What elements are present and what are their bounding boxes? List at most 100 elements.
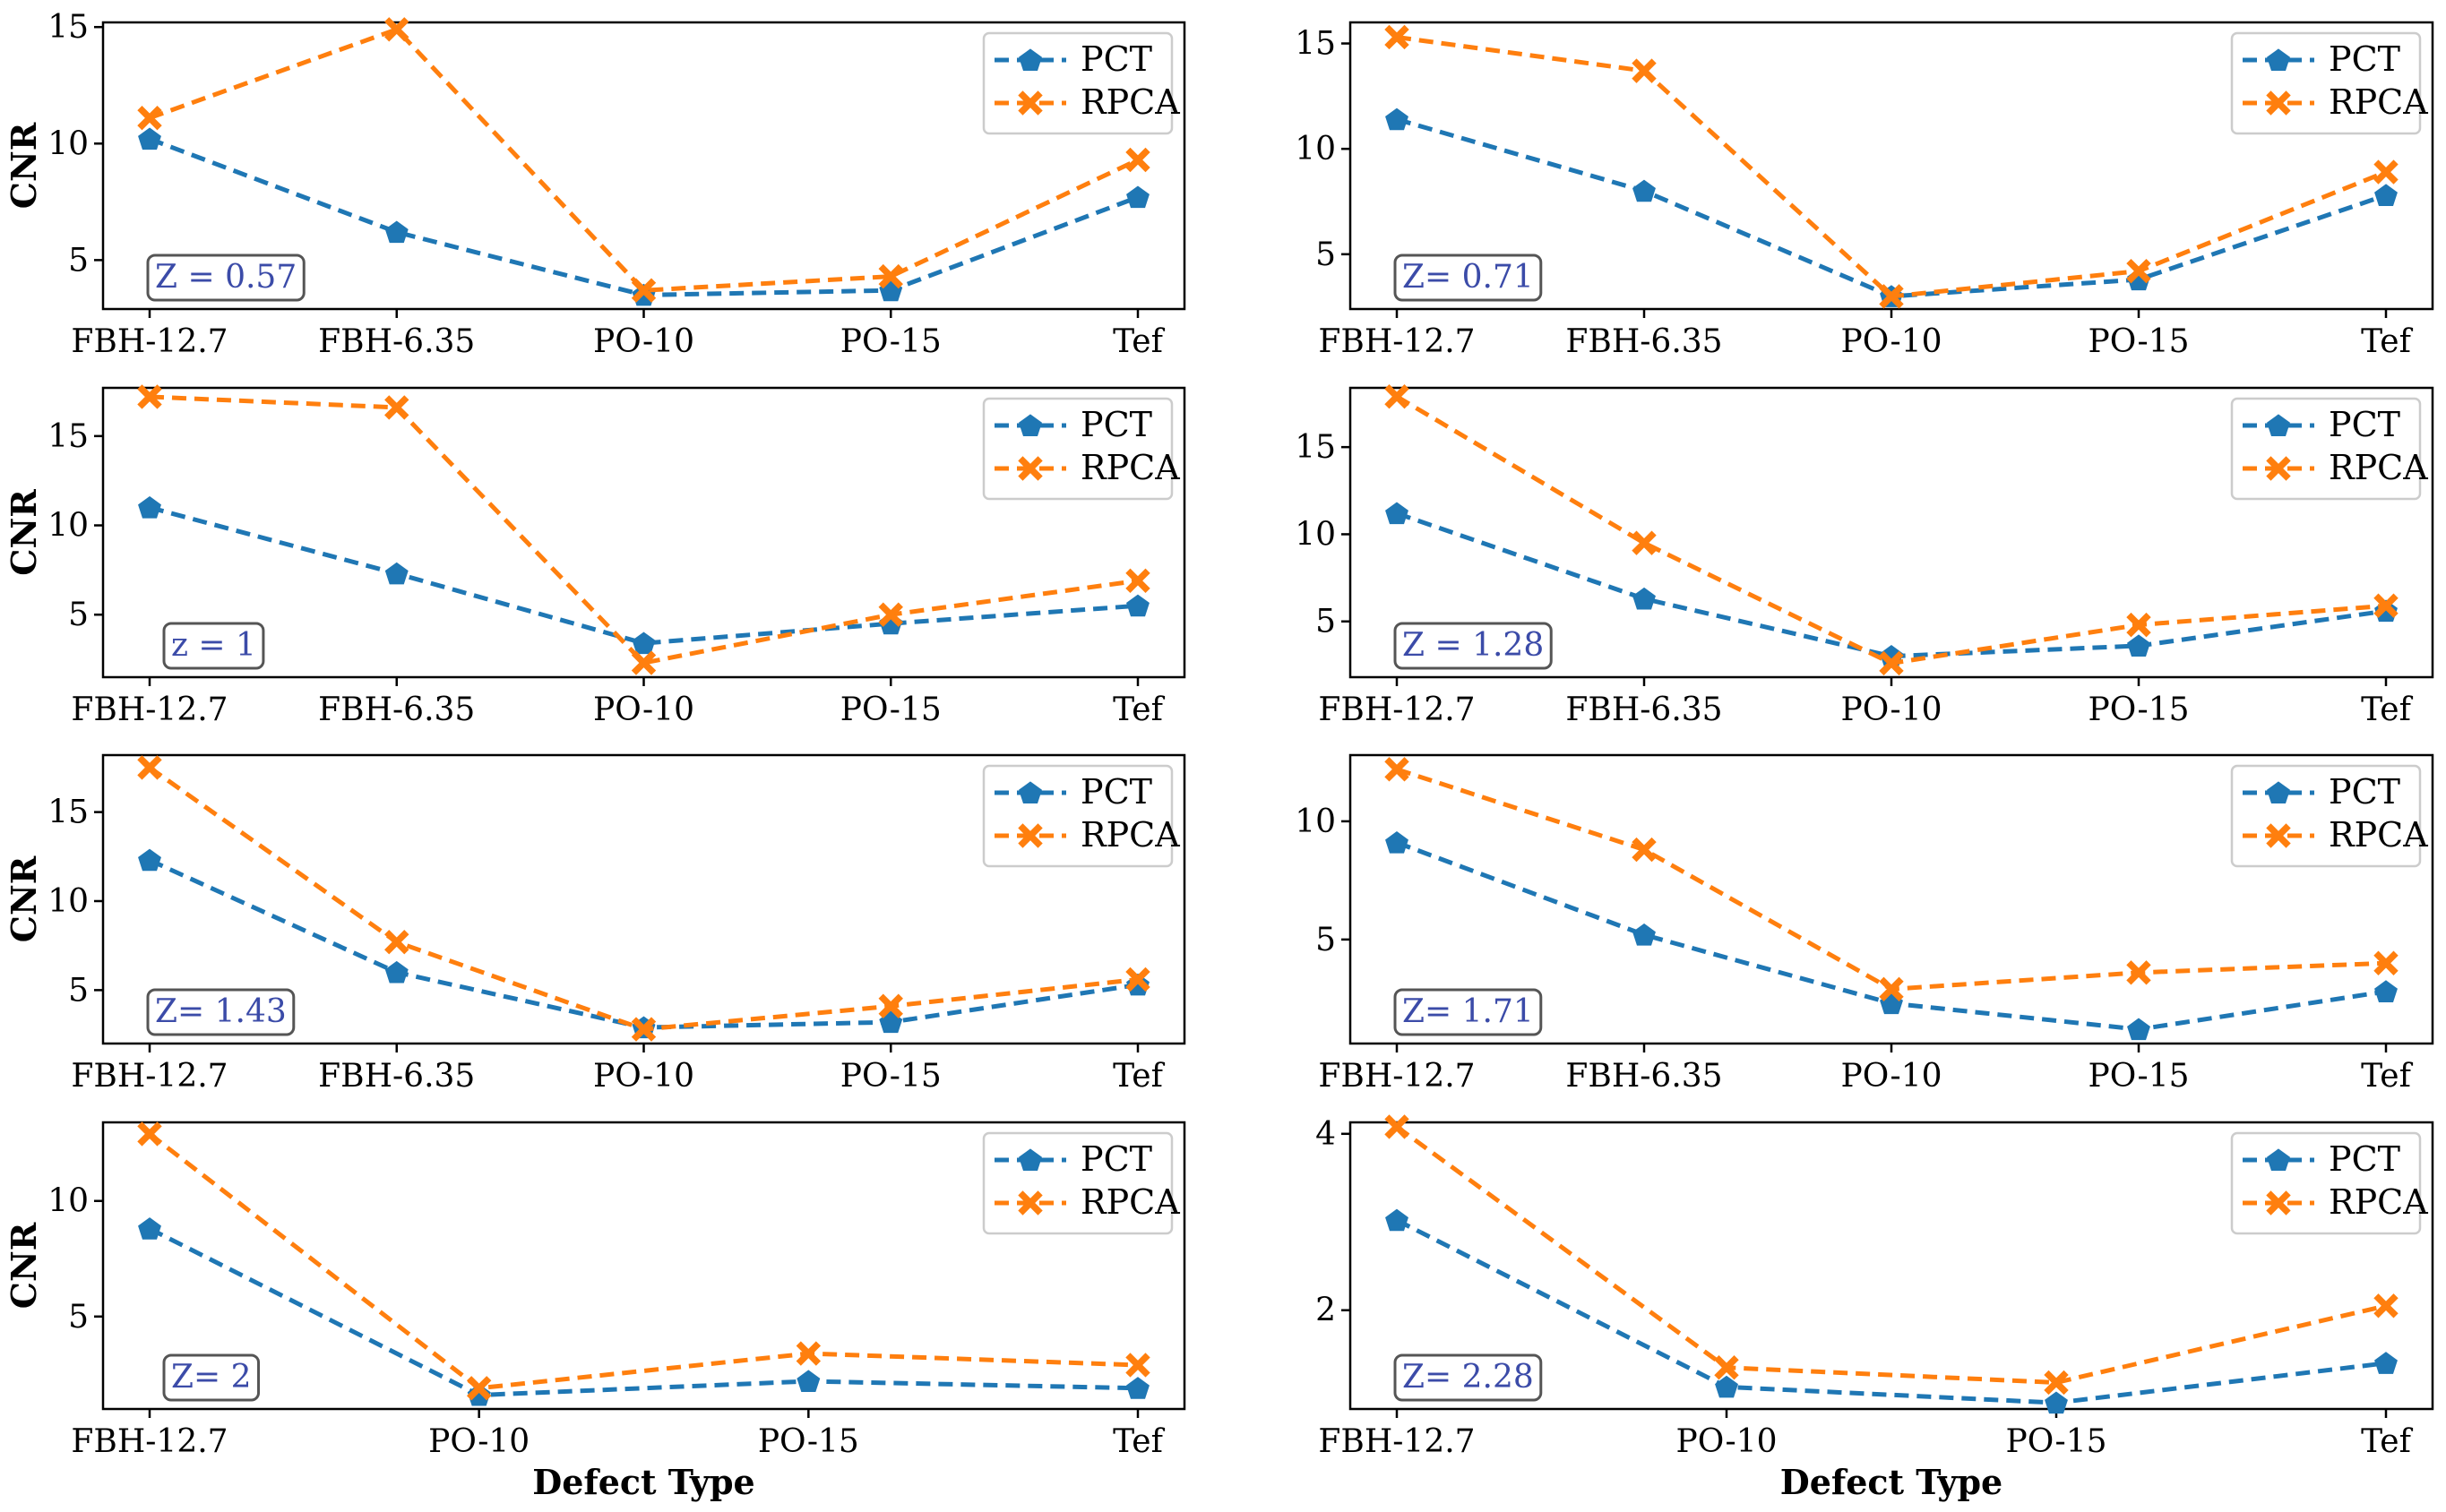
rpca-marker-legend: [1018, 90, 1043, 116]
pct-marker-4: [1126, 594, 1150, 617]
pct-marker-legend: [1019, 414, 1042, 437]
x-tick-label-3: Tef: [2361, 1423, 2414, 1460]
z-annotation: Z= 2.28: [1393, 1353, 1543, 1402]
x-tick-label-0: FBH-12.7: [1318, 692, 1475, 728]
y-tick-label-0: 5: [68, 1299, 89, 1336]
pct-series-line: [148, 1226, 1139, 1398]
y-tick-label-2: 15: [1295, 26, 1336, 63]
legend-label-rpca: RPCA: [1081, 82, 1180, 122]
pct-series-line: [148, 857, 1139, 1030]
rpca-marker-1: [384, 395, 409, 420]
legend-label-rpca: RPCA: [2329, 1182, 2428, 1222]
rpca-marker-1: [384, 929, 409, 955]
rpca-series-line: [1395, 1124, 2387, 1385]
x-tick-label-1: FBH-6.35: [318, 692, 475, 728]
z-annotation: z = 1: [162, 622, 265, 670]
legend-label-rpca: RPCA: [2329, 815, 2428, 855]
z-annotation: Z= 0.71: [1393, 253, 1543, 302]
x-tick-label-2: PO-10: [1840, 323, 1942, 360]
rpca-marker-0: [1384, 757, 1409, 782]
x-tick-label-0: FBH-12.7: [1318, 1423, 1475, 1460]
panel-row1-right: 5 10 15 FBH-12.7 FBH-6.35 PO-10 PO-15 Tef PCTRPC…: [1295, 21, 2434, 360]
panel-row3-left: 5 10 15 FBH-12.7 FBH-6.35 PO-10 PO-15 Tef CNR PCT…: [4, 753, 1186, 1095]
rpca-marker-1: [1632, 58, 1657, 83]
x-tick-label-1: PO-10: [1675, 1423, 1777, 1460]
pct-series-line: [1396, 116, 2387, 299]
rpca-marker-3: [2373, 1293, 2399, 1319]
pct-marker-0: [138, 1217, 161, 1240]
x-tick-label-2: PO-15: [758, 1423, 859, 1460]
pct-marker-2: [797, 1370, 821, 1393]
rpca-marker-3: [878, 263, 903, 289]
y-tick-label-0: 2: [1315, 1293, 1336, 1329]
rpca-marker-0: [1384, 24, 1409, 50]
rpca-marker-2: [1879, 976, 1904, 1002]
panel-row1-left: 5 10 15 FBH-12.7 FBH-6.35 PO-10 PO-15 Tef CNR PCT…: [4, 9, 1186, 360]
legend-label-pct: PCT: [1081, 772, 1152, 812]
z-label-box: [146, 253, 306, 302]
rpca-marker-2: [1879, 650, 1904, 676]
rpca-marker-4: [2373, 159, 2399, 185]
x-tick-label-3: Tef: [1113, 1423, 1166, 1460]
rpca-marker-1: [1714, 1355, 1739, 1380]
rpca-marker-3: [878, 993, 903, 1018]
rpca-marker-2: [1879, 284, 1904, 309]
legend-label-pct: PCT: [1081, 39, 1152, 79]
z-label-box: [162, 622, 265, 670]
pct-marker-1: [1715, 1375, 1738, 1398]
y-axis-title: CNR: [4, 489, 44, 576]
z-label-box: [146, 988, 296, 1036]
legend-label-pct: PCT: [2329, 405, 2400, 444]
pct-marker-2: [2045, 1391, 2068, 1414]
x-tick-label-3: PO-15: [840, 323, 942, 360]
z-annotation: Z= 2: [162, 1353, 261, 1402]
x-tick-label-2: PO-10: [1840, 1058, 1942, 1095]
z-label-box: [1393, 253, 1543, 302]
z-annotation: Z= 1.43: [146, 988, 296, 1036]
rpca-marker-3: [2126, 258, 2151, 284]
z-annotation: Z = 0.57: [146, 253, 306, 302]
rpca-marker-2: [631, 650, 657, 675]
rpca-marker-legend: [2266, 456, 2291, 481]
legend-label-rpca: RPCA: [1081, 448, 1180, 487]
z-label-box: [1393, 622, 1553, 670]
rpca-series-line: [148, 1131, 1139, 1391]
pct-marker-3: [879, 1010, 903, 1034]
rpca-marker-4: [1125, 568, 1150, 594]
y-tick-label-0: 5: [1315, 236, 1336, 273]
pct-marker-1: [384, 220, 409, 244]
panel-row4-right: 2 4 FBH-12.7 PO-10 PO-15 Tef Defect Type PCTRPC…: [1315, 1114, 2434, 1502]
plot-frame: [101, 1121, 1186, 1411]
rpca-marker-0: [137, 384, 162, 409]
z-label: Z = 1.28: [1402, 627, 1544, 664]
legend-label-pct: PCT: [1081, 405, 1152, 444]
rpca-marker-3: [2126, 612, 2151, 638]
x-tick-label-1: FBH-6.35: [1565, 1058, 1722, 1095]
y-tick-label-0: 5: [1315, 604, 1336, 640]
pct-marker-legend: [2267, 48, 2290, 72]
z-label: Z = 0.57: [155, 259, 297, 296]
pct-marker-0: [1385, 107, 1408, 131]
legend-label-pct: PCT: [1081, 1139, 1152, 1179]
pct-marker-legend: [2267, 781, 2290, 804]
pct-marker-2: [632, 631, 656, 655]
x-tick-label-1: FBH-6.35: [318, 323, 475, 360]
rpca-marker-1: [1632, 530, 1657, 555]
rpca-marker-2: [631, 278, 657, 303]
z-label-box: [162, 1353, 261, 1402]
x-tick-label-3: PO-15: [2088, 692, 2189, 728]
pct-marker-0: [1385, 831, 1408, 854]
rpca-marker-0: [137, 755, 162, 780]
rpca-marker-2: [631, 1017, 657, 1042]
legend-label-pct: PCT: [2329, 1139, 2400, 1179]
pct-marker-legend: [1019, 781, 1042, 804]
y-tick-label-0: 5: [68, 597, 89, 633]
pct-marker-0: [1385, 502, 1408, 525]
y-tick-label-0: 5: [68, 972, 89, 1009]
x-tick-label-2: PO-10: [593, 323, 694, 360]
y-tick-label-1: 10: [47, 1183, 89, 1220]
pct-marker-3: [2127, 634, 2150, 657]
x-tick-label-3: PO-15: [840, 1058, 942, 1095]
